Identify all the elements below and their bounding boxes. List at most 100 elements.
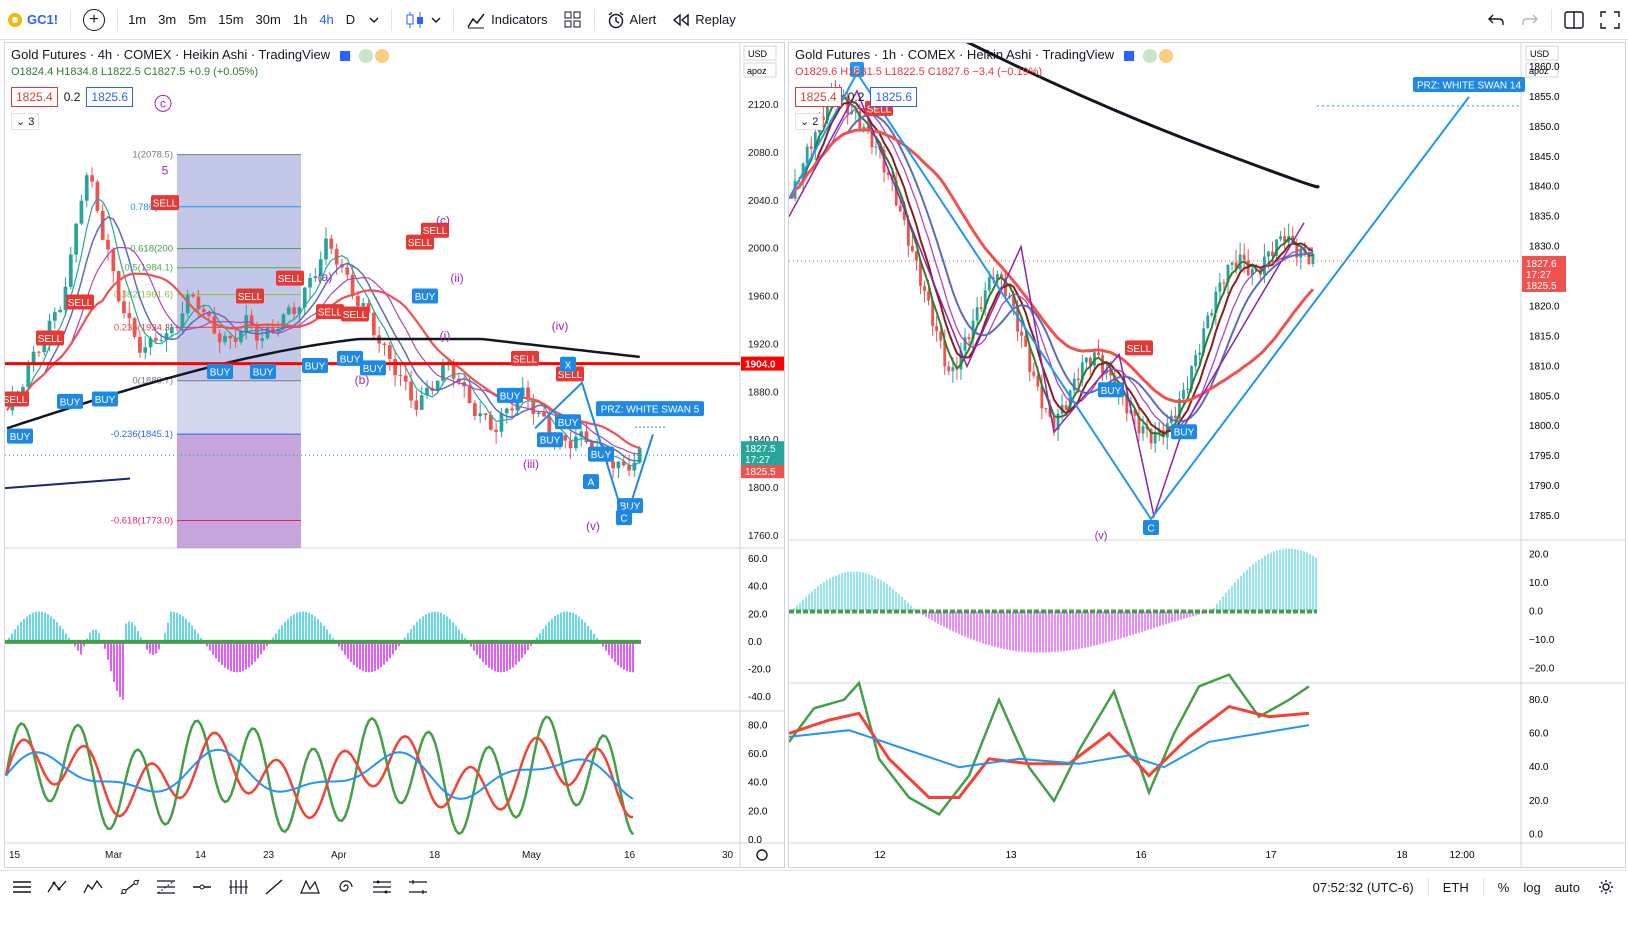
xabcd-pattern-icon[interactable] xyxy=(298,876,322,898)
flag-icon[interactable] xyxy=(339,50,350,61)
buy-signal: BUY xyxy=(363,364,384,375)
candle-body xyxy=(324,238,328,260)
buy-signal: BUY xyxy=(1174,428,1195,439)
layout-button[interactable] xyxy=(1556,0,1592,40)
candle-body xyxy=(1141,426,1145,434)
chart-pane-1h[interactable]: USD apoz 1860.0 1855.0 1850.0 1845.0 1840.0 183… xyxy=(788,42,1626,868)
candle-body xyxy=(37,351,41,353)
high-value: H1831.5 xyxy=(840,65,882,78)
buy-signal-bg xyxy=(250,363,276,379)
candle-body xyxy=(1214,291,1218,313)
timeframe-1h[interactable]: 1h xyxy=(292,11,308,27)
candle-body xyxy=(931,300,935,327)
indicator-collapse-toggle[interactable]: ⌄ 2 xyxy=(795,113,824,130)
candle-body xyxy=(1032,371,1036,376)
timeframe-5m[interactable]: 5m xyxy=(188,11,207,27)
alert-button[interactable]: Alert xyxy=(599,0,665,40)
fib-level-label: 0.5(1984.1) xyxy=(124,263,173,274)
horizontal-line-icon[interactable] xyxy=(190,876,214,898)
timeframe-4h[interactable]: 4h xyxy=(319,11,334,27)
market-open-icon xyxy=(1143,48,1158,63)
spiral-icon[interactable] xyxy=(334,876,358,898)
trend-line-icon[interactable] xyxy=(118,876,142,898)
replay-button[interactable]: Replay xyxy=(664,0,743,40)
candle-body xyxy=(1173,415,1177,419)
timeframe-dropdown[interactable] xyxy=(361,0,387,40)
menu-icon[interactable] xyxy=(10,876,34,898)
osc-tick-label: 40.0 xyxy=(748,582,768,593)
chart-canvas-4h[interactable]: USD apoz 2120.0 2080.0 2040.0 2000.0 1960.0 192… xyxy=(5,43,785,868)
candle-body xyxy=(898,205,902,212)
timeframe-3m[interactable]: 3m xyxy=(158,11,177,27)
candle-body xyxy=(52,312,57,321)
candle-body xyxy=(414,400,419,410)
buy-price-button[interactable]: 1825.6 xyxy=(86,87,134,107)
chart-pane-4h[interactable]: USD apoz 2120.0 2080.0 2040.0 2000.0 1960.0 192… xyxy=(4,42,785,868)
sell-price-button[interactable]: 1825.4 xyxy=(11,87,58,107)
timeframe-15m[interactable]: 15m xyxy=(218,11,244,27)
sell-signal: SELL xyxy=(153,199,178,210)
timeframe-30m[interactable]: 30m xyxy=(255,11,281,27)
candle-body xyxy=(1125,395,1129,414)
candle-body xyxy=(1084,357,1088,363)
sell-signal: SELL xyxy=(867,104,892,115)
grid-icon xyxy=(564,11,581,27)
candle-body xyxy=(265,328,270,339)
candle-body xyxy=(574,436,578,449)
settings-gear-icon[interactable] xyxy=(1594,876,1618,898)
log-scale-toggle[interactable]: log xyxy=(1523,879,1541,895)
timeframe-1m[interactable]: 1m xyxy=(128,11,147,27)
candle-body xyxy=(1052,416,1056,430)
templates-button[interactable] xyxy=(556,0,590,40)
compare-button[interactable]: + xyxy=(75,0,113,40)
harmonic-pattern-line xyxy=(789,71,1470,521)
buy-price-button[interactable]: 1825.6 xyxy=(870,87,918,107)
scale-mode: apoz xyxy=(747,66,767,76)
candle-body xyxy=(915,251,918,261)
position-long-icon[interactable] xyxy=(370,876,394,898)
osc-tick-label: 20.0 xyxy=(1529,549,1549,560)
fib-retracement-icon[interactable] xyxy=(154,876,178,898)
pattern-point-bg xyxy=(1143,520,1159,536)
candle-body xyxy=(249,315,254,325)
rsi-fast-line xyxy=(789,673,1310,817)
fullscreen-button[interactable] xyxy=(1592,0,1628,40)
chevron-down-icon: ⌄ xyxy=(16,116,26,128)
top-toolbar: GC1! + 1m 3m 5m 15m 30m 1h 4h D Indicators xyxy=(0,0,1628,40)
timeframe-D[interactable]: D xyxy=(345,11,356,27)
candle-body xyxy=(963,337,967,351)
elliott-wave-15-icon[interactable] xyxy=(82,876,106,898)
candle-body xyxy=(1020,331,1024,336)
sell-signal-bg xyxy=(236,288,264,304)
candle-body xyxy=(387,345,392,360)
indicators-button[interactable]: Indicators xyxy=(458,0,555,40)
buy-signal: BUY xyxy=(10,432,31,443)
auto-scale-toggle[interactable]: auto xyxy=(1554,879,1580,895)
buy-signal: BUY xyxy=(415,292,436,303)
indicator-collapse-toggle[interactable]: ⌄ 3 xyxy=(11,113,40,130)
moving-average-line xyxy=(790,113,1314,423)
date-range-icon[interactable] xyxy=(406,876,430,898)
redo-button[interactable] xyxy=(1513,0,1547,40)
symbol-search[interactable]: GC1! xyxy=(0,0,66,40)
osc-tick-label: 60.0 xyxy=(748,554,768,565)
vertical-lines-icon[interactable] xyxy=(226,876,250,898)
chart-type-button[interactable] xyxy=(396,0,449,40)
percent-scale-toggle[interactable]: % xyxy=(1497,879,1510,895)
elliott-wave-abc-icon[interactable] xyxy=(46,876,70,898)
undo-button[interactable] xyxy=(1479,0,1513,40)
candle-body xyxy=(478,413,483,417)
clock[interactable]: 07:52:32 (UTC-6) xyxy=(1312,879,1414,895)
ray-icon[interactable] xyxy=(262,876,286,898)
session-toggle[interactable]: ETH xyxy=(1442,879,1469,895)
candle-body xyxy=(979,307,983,310)
moving-average-line xyxy=(6,216,640,462)
candle-body xyxy=(26,365,31,388)
flag-icon[interactable] xyxy=(1123,50,1134,61)
trend-line xyxy=(5,477,131,490)
candle-body xyxy=(398,375,403,377)
buy-signal-bg xyxy=(412,288,438,304)
candle-body xyxy=(563,434,568,441)
sell-price-button[interactable]: 1825.4 xyxy=(795,87,842,107)
chart-canvas-1h[interactable]: USDapoz1860.01855.01850.01845.01840.0183… xyxy=(789,43,1626,868)
